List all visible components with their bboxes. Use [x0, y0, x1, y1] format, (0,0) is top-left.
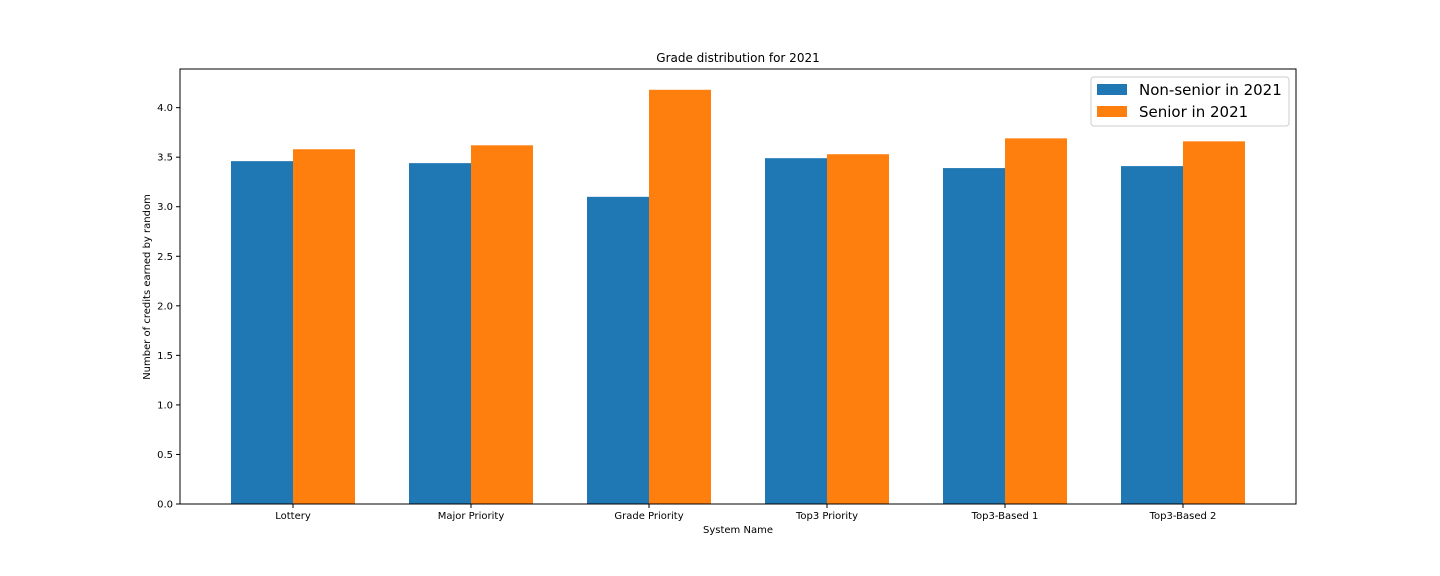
bar-senior-0 [293, 149, 355, 504]
legend-swatch [1097, 84, 1127, 95]
plot-frame [179, 68, 1297, 505]
x-tick-label: Top3-Based 1 [971, 511, 1039, 522]
bar-senior-1 [471, 145, 533, 504]
bar-senior-4 [1005, 138, 1067, 504]
x-axis-label: System Name [703, 525, 773, 536]
y-tick-label: 1.0 [157, 400, 173, 411]
bar-non-senior-2 [587, 196, 649, 505]
legend-label: Non-senior in 2021 [1139, 81, 1282, 99]
bar-senior-3 [827, 154, 889, 504]
x-axis: Lottery Major Priority Grade Priority Top3 … [275, 504, 1216, 522]
y-tick-label: 4.0 [157, 103, 173, 114]
y-tick-label: 2.5 [157, 252, 173, 263]
y-axis-label: Number of credits earned by random [142, 194, 153, 380]
y-tick-label: 0.5 [157, 450, 173, 461]
y-tick-label: 3.0 [157, 202, 173, 213]
bars-group [231, 89, 1245, 505]
chart-title: Grade distribution for 2021 [656, 51, 819, 65]
bar-non-senior-5 [1121, 166, 1183, 504]
x-tick-label: Major Priority [438, 511, 505, 522]
legend-label: Senior in 2021 [1139, 103, 1248, 121]
legend-box [1090, 76, 1290, 127]
legend: Non-senior in 2021 Senior in 2021 [1090, 76, 1290, 127]
x-tick-label: Top3 Priority [795, 511, 858, 522]
y-tick-label: 0.0 [157, 500, 173, 511]
legend-swatch [1097, 106, 1127, 117]
bar-non-senior-4 [943, 168, 1005, 504]
bar-non-senior-3 [765, 158, 827, 505]
x-tick-label: Grade Priority [614, 511, 683, 522]
bar-senior-5 [1183, 141, 1245, 505]
x-tick-label: Lottery [275, 511, 311, 522]
y-tick-label: 1.5 [157, 351, 173, 362]
bar-non-senior-1 [409, 163, 471, 504]
y-tick-label: 2.0 [157, 301, 173, 312]
y-tick-label: 3.5 [157, 153, 173, 164]
bar-non-senior-0 [231, 161, 293, 504]
x-tick-label: Top3-Based 2 [1149, 511, 1217, 522]
bar-senior-2 [649, 89, 711, 504]
y-axis: 0.0 0.5 1.0 1.5 2.0 2.5 3.0 3.5 4.0 [157, 103, 180, 511]
